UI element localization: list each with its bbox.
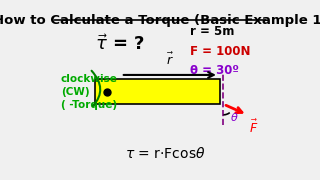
Text: $\vec{r}$: $\vec{r}$ [166, 52, 174, 68]
Text: clockwise
(CW)
( -Torque): clockwise (CW) ( -Torque) [61, 74, 118, 110]
FancyArrowPatch shape [92, 71, 100, 106]
Text: $\vec{\tau}$ = ?: $\vec{\tau}$ = ? [95, 34, 145, 54]
Text: θ = 30º: θ = 30º [190, 64, 239, 77]
Text: $\theta$: $\theta$ [230, 111, 239, 123]
Text: $\tau$ = r$\cdot$Fcos$\theta$: $\tau$ = r$\cdot$Fcos$\theta$ [125, 146, 206, 161]
Text: $\vec{F}$: $\vec{F}$ [249, 118, 258, 136]
FancyBboxPatch shape [95, 79, 220, 104]
Text: How to Calculate a Torque (Basic Example 1): How to Calculate a Torque (Basic Example… [0, 14, 320, 27]
Text: F = 100N: F = 100N [190, 44, 251, 58]
Text: r = 5m: r = 5m [190, 25, 234, 38]
